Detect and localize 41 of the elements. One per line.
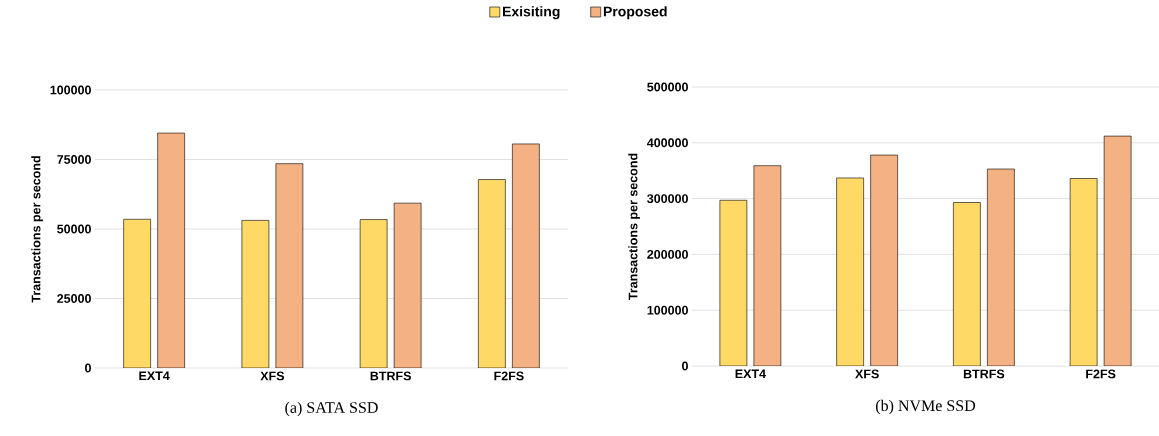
legend-label: Exisiting [502,6,560,20]
y-tick-label: 25000 [57,294,91,303]
bar [870,154,898,366]
bar [123,218,151,368]
bar [157,132,185,368]
bar [275,163,304,368]
y-tick-label: 0 [85,363,91,373]
y-tick-label: 50000 [57,224,91,234]
bar [478,179,506,368]
bar [987,168,1015,366]
y-tick-label: 100000 [647,305,688,315]
bar [241,220,270,368]
text: (a) SATA SSD [285,401,378,417]
bar [719,199,748,366]
bar [753,165,782,366]
legend-label: Proposed [603,6,667,20]
bar [953,202,981,366]
x-tick-label: EXT4 [735,369,766,379]
x-tick-label: EXT4 [139,371,170,381]
y-tick-label: 400000 [646,138,688,148]
y-tick-label: 0 [682,361,688,371]
x-tick-label: F2FS [494,371,524,381]
bar [359,219,388,368]
y-tick-label: 100000 [50,85,91,95]
bar [512,143,540,368]
bar [1069,178,1098,366]
x-tick-label: BTRFS [963,369,1005,379]
bar [836,177,864,366]
x-tick-label: F2FS [1086,369,1116,379]
x-tick-label: XFS [260,371,285,381]
y-tick-label: 75000 [57,155,91,164]
bar [1103,135,1132,366]
y-tick-label: 500000 [647,82,688,92]
y-axis-title: Transactions per second [628,153,640,300]
x-tick-label: BTRFS [370,371,411,381]
y-tick-label: 300000 [647,194,688,204]
y-axis-title: Transactions per second [31,156,43,303]
text: (b) NVMe SSD [875,399,976,415]
x-tick-label: XFS [855,369,879,379]
bar [393,202,422,368]
y-tick-label: 200000 [647,249,688,259]
